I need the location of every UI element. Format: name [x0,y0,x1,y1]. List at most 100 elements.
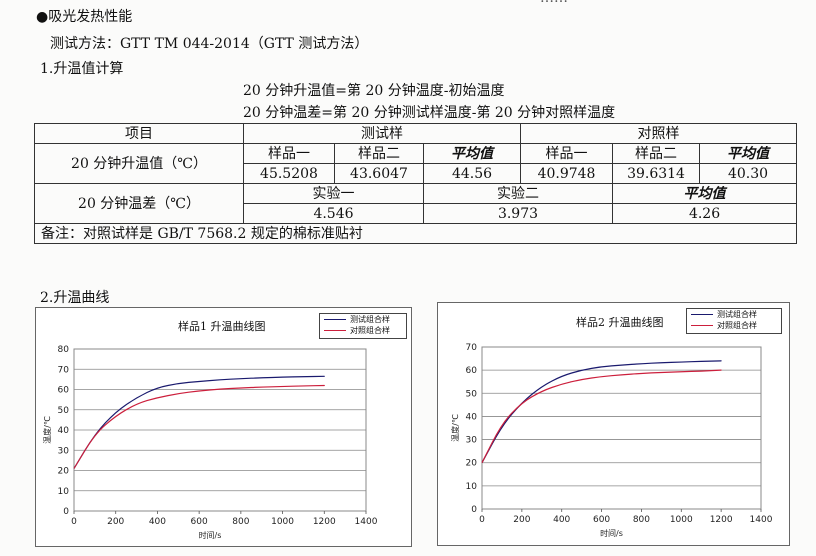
x-tick-label: 1000 [271,517,294,527]
legend-swatch [691,325,713,326]
y-tick-label: 30 [466,436,478,446]
header-fragment: …… [540,0,568,6]
x-tick-label: 1200 [313,517,336,527]
legend-label: 对照组合样 [350,326,390,335]
col-avg-control: 平均值 [699,143,798,164]
table-cell: 45.5208 [243,163,335,184]
x-tick-label: 0 [71,517,77,527]
row-label-rise: 20 分钟升温值（℃） [34,143,244,184]
legend-swatch [691,314,713,315]
legend-item: 对照组合样 [687,320,781,331]
table-cell: 43.6047 [334,163,424,184]
y-axis-label: 温度/℃ [42,416,52,444]
y-tick-label: 70 [58,365,70,375]
x-tick-label: 1000 [670,515,693,525]
section-heading: ●吸光发热性能 [36,6,132,26]
y-tick-label: 50 [466,389,478,399]
series-line-1 [481,360,722,463]
col-avg-diff: 平均值 [612,183,798,204]
table-row: 45.5208 43.6047 44.56 40.9748 39.6314 40… [35,163,798,184]
y-tick-label: 10 [466,482,478,492]
col-avg-test: 平均值 [422,143,522,164]
x-axis-label: 时间/s [199,530,222,540]
col-exp1: 实验一 [243,183,424,204]
section-title: 吸光发热性能 [48,9,133,25]
col-sample1-control: 样品一 [520,143,614,164]
table-cell: 4.26 [612,203,798,224]
chart-2-title: 样品2 升温曲线图 [576,316,664,329]
series-line-1 [73,375,325,469]
y-tick-label: 60 [466,366,478,376]
item-header: 项目 [34,123,244,144]
chart-1-title: 样品1 升温曲线图 [178,320,266,333]
legend-label: 测试组合样 [717,310,757,319]
y-axis-label: 温度/℃ [450,414,460,442]
table-row: 20 分钟升温值（℃） 样品一 样品二 平均值 样品一 样品二 平均值 [34,143,798,184]
legend-item: 测试组合样 [687,309,781,320]
legend-swatch [324,319,346,320]
y-tick-label: 30 [58,446,70,456]
x-tick-label: 600 [191,517,208,527]
x-tick-label: 1400 [750,515,773,525]
y-tick-label: 0 [63,507,69,517]
x-tick-label: 400 [553,515,570,525]
table-row: 备注：对照试样是 GB/T 7568.2 规定的棉标准贴衬 [33,223,798,244]
chart-2-legend: 测试组合样 对照组合样 [686,308,782,334]
chart-panel-1: 0 10 20 30 40 50 60 70 80 0 200 400 600 800 1000 1200 14… [35,307,412,547]
results-table: 项目 测试样 对照样 20 分钟升温值（℃） 样品一 样品二 平均值 样品一 样… [33,123,798,244]
test-method: 测试方法：GTT TM 044-2014（GTT 测试方法） [50,36,369,52]
table-header-row: 项目 测试样 对照样 [34,123,798,144]
test-sample-header: 测试样 [242,123,522,144]
x-tick-label: 800 [232,517,249,527]
col-sample2-control: 样品二 [612,143,701,164]
col-exp2: 实验二 [422,183,614,204]
col-sample1-test: 样品一 [243,143,335,164]
x-tick-label: 0 [479,515,485,525]
legend-label: 对照组合样 [717,321,757,330]
y-tick-label: 20 [58,467,70,477]
x-tick-label: 1200 [710,515,733,525]
bullet: ● [36,9,49,25]
x-tick-label: 1400 [355,517,378,527]
legend-swatch [324,330,346,331]
y-tick-label: 80 [58,345,70,355]
y-tick-label: 50 [58,406,70,416]
chart-2-svg: 0 10 20 30 40 50 60 70 0 200 400 600 800 1000 1200 1400… [450,343,773,538]
table-cell: 39.6314 [612,163,701,184]
table-cell: 3.973 [422,203,614,224]
formula-2: 20 分钟温差=第 20 分钟测试样温度-第 20 分钟对照样温度 [243,105,616,121]
table-cell: 40.30 [699,163,798,184]
subsection-2-title: 2.升温曲线 [40,290,110,306]
table-note: 备注：对照试样是 GB/T 7568.2 规定的棉标准贴衬 [33,223,798,244]
legend-item: 对照组合样 [320,325,406,336]
x-tick-label: 200 [513,515,530,525]
subsection-1-title: 1.升温值计算 [40,61,124,77]
y-tick-label: 70 [466,343,478,353]
row-label-diff: 20 分钟温差（℃） [34,183,244,224]
plot-area [481,346,762,510]
series-line-2 [73,384,325,469]
table-cell: 4.546 [243,203,424,224]
legend-label: 测试组合样 [350,315,390,324]
y-tick-label: 60 [58,386,70,396]
control-sample-header: 对照样 [520,123,798,144]
x-tick-label: 200 [107,517,124,527]
x-axis-label: 时间/s [600,528,623,538]
series-line-2 [481,369,722,463]
y-tick-label: 10 [58,487,70,497]
x-tick-label: 800 [633,515,650,525]
y-tick-label: 40 [58,426,70,436]
table-cell: 40.9748 [520,163,614,184]
y-tick-label: 20 [466,459,478,469]
legend-item: 测试组合样 [320,314,406,325]
table-row: 20 分钟温差（℃） 实验一 实验二 平均值 [34,183,798,224]
chart-panel-2: 0 10 20 30 40 50 60 70 0 200 400 600 800 1000 1200 1400… [437,302,790,546]
chart-1-legend: 测试组合样 对照组合样 [319,313,407,339]
y-tick-label: 40 [466,412,478,422]
x-tick-label: 400 [149,517,166,527]
col-sample2-test: 样品二 [334,143,424,164]
table-cell: 44.56 [422,163,522,184]
formula-1: 20 分钟升温值=第 20 分钟温度-初始温度 [243,83,505,99]
y-tick-label: 0 [471,505,477,515]
